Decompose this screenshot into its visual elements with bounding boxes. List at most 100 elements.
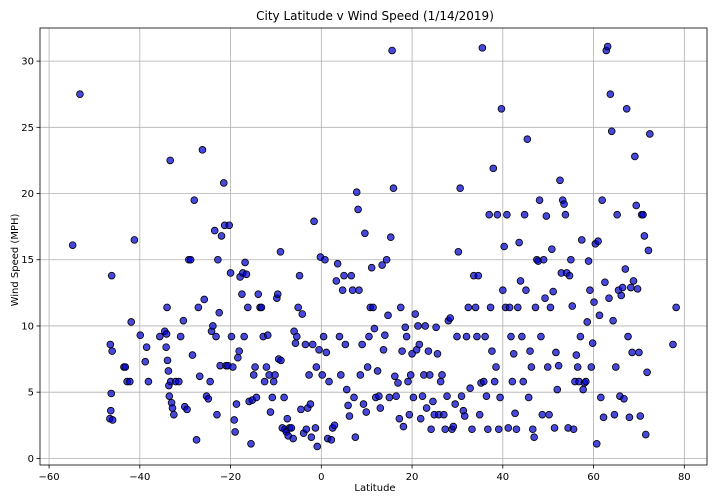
data-point xyxy=(347,271,356,280)
data-point xyxy=(188,351,197,359)
data-point xyxy=(375,392,383,400)
data-point xyxy=(494,425,503,434)
data-point xyxy=(497,104,506,113)
data-point xyxy=(505,303,514,312)
data-point xyxy=(457,392,466,400)
y-tick-label: 25 xyxy=(21,123,34,134)
data-point xyxy=(230,416,239,424)
data-point xyxy=(635,348,643,357)
data-point xyxy=(567,255,575,264)
data-point xyxy=(164,367,173,375)
data-point xyxy=(422,404,431,412)
data-point xyxy=(601,278,609,287)
x-tick-label: −20 xyxy=(220,472,241,483)
data-point xyxy=(276,247,285,256)
data-point xyxy=(235,347,243,355)
data-point xyxy=(350,393,358,402)
data-point xyxy=(611,363,620,371)
data-point xyxy=(241,258,249,267)
data-point xyxy=(283,414,292,423)
data-point xyxy=(262,363,271,371)
data-point xyxy=(305,371,313,379)
data-point xyxy=(382,255,391,264)
data-point xyxy=(176,332,185,341)
y-axis-label: Wind Speed (MPH) xyxy=(10,213,21,306)
data-point xyxy=(394,379,402,387)
data-point xyxy=(365,332,373,341)
data-point xyxy=(513,303,522,312)
data-point xyxy=(231,428,239,436)
data-point xyxy=(106,406,115,415)
data-points xyxy=(68,42,680,451)
data-point xyxy=(332,277,341,285)
data-point xyxy=(550,424,559,432)
data-point xyxy=(588,339,597,347)
data-point xyxy=(427,425,435,434)
data-point xyxy=(356,371,365,379)
data-point xyxy=(271,371,279,379)
data-point xyxy=(315,345,323,354)
data-point xyxy=(584,257,593,265)
data-point xyxy=(516,277,525,285)
data-point xyxy=(560,200,568,208)
data-point xyxy=(287,424,296,432)
data-point xyxy=(565,271,574,280)
data-point xyxy=(289,434,297,443)
data-point xyxy=(108,347,116,355)
data-point xyxy=(479,377,488,386)
data-point xyxy=(518,332,526,341)
data-point xyxy=(592,440,601,448)
data-point xyxy=(599,413,608,422)
data-point xyxy=(192,436,201,444)
data-point xyxy=(538,410,547,419)
plot-area-frame xyxy=(39,27,708,466)
data-point xyxy=(229,363,237,371)
data-point xyxy=(530,433,538,441)
data-point xyxy=(269,377,278,386)
data-point xyxy=(293,332,301,341)
data-point xyxy=(68,241,77,249)
data-point xyxy=(492,363,500,371)
data-point xyxy=(436,377,445,386)
data-point xyxy=(121,363,130,371)
data-point xyxy=(307,433,316,441)
data-point xyxy=(295,271,304,280)
data-point xyxy=(609,316,617,325)
data-point xyxy=(496,393,504,402)
data-point xyxy=(424,347,433,355)
data-point xyxy=(260,377,269,386)
data-point xyxy=(590,298,598,306)
data-point xyxy=(373,367,382,375)
data-point xyxy=(595,311,604,320)
y-tick-label: 20 xyxy=(21,189,34,200)
data-point xyxy=(598,196,606,204)
data-point xyxy=(310,217,318,226)
data-point xyxy=(215,308,224,317)
data-point xyxy=(512,425,521,434)
data-point xyxy=(297,405,305,414)
data-point xyxy=(386,233,395,242)
data-point xyxy=(404,377,412,386)
data-point xyxy=(344,401,352,410)
y-tick-label: 0 xyxy=(28,454,34,465)
data-point xyxy=(162,330,171,338)
data-point xyxy=(268,393,277,402)
data-point xyxy=(225,221,234,230)
data-point xyxy=(212,332,220,341)
data-point xyxy=(306,400,315,408)
data-point xyxy=(503,210,511,219)
data-point xyxy=(175,377,183,386)
data-point xyxy=(508,377,517,386)
data-point xyxy=(198,146,207,154)
data-point xyxy=(238,290,246,298)
data-point xyxy=(301,340,310,349)
x-tick-label: 0 xyxy=(318,472,324,483)
data-point xyxy=(168,404,177,412)
data-point xyxy=(528,425,537,434)
data-point xyxy=(552,348,560,357)
data-point xyxy=(396,303,405,312)
data-point xyxy=(541,294,549,302)
data-point xyxy=(359,400,368,408)
y-tick-label: 5 xyxy=(28,388,34,399)
data-point xyxy=(355,286,363,295)
